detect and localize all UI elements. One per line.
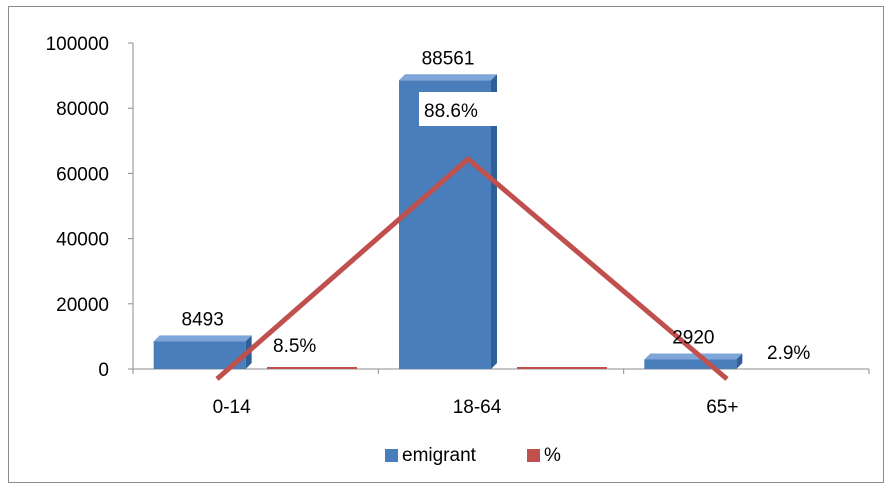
bar-data-label: 2920 <box>672 327 714 348</box>
legend: emigrant% <box>385 445 561 466</box>
y-tick-label: 60000 <box>56 164 109 185</box>
bar-data-label: 8493 <box>182 309 224 330</box>
bar-top <box>399 74 497 80</box>
percent-data-label: 88.6% <box>424 101 478 122</box>
bar <box>644 353 742 369</box>
bar-top <box>154 335 252 341</box>
legend-item-percent: % <box>527 445 561 466</box>
percent-data-label: 2.9% <box>767 343 810 364</box>
legend-swatch-percent <box>527 449 540 462</box>
y-tick-label: 40000 <box>56 230 109 251</box>
bar-top <box>644 353 742 359</box>
y-tick-label: 0 <box>98 360 109 381</box>
bar-data-label: 88561 <box>422 48 475 69</box>
legend-label-emigrant: emigrant <box>402 445 477 466</box>
x-tick-label: 65+ <box>706 397 738 418</box>
y-tick-label: 100000 <box>46 34 109 55</box>
y-tick-label: 20000 <box>56 295 109 316</box>
legend-label-percent: % <box>544 445 561 466</box>
x-tick-label: 0-14 <box>213 397 251 418</box>
y-tick-label: 80000 <box>56 99 109 120</box>
legend-item-emigrant: emigrant <box>385 445 477 466</box>
legend-swatch-emigrant <box>385 449 398 462</box>
bar-front <box>644 359 736 369</box>
x-tick-label: 18-64 <box>453 397 502 418</box>
percent-data-label: 8.5% <box>273 336 316 357</box>
